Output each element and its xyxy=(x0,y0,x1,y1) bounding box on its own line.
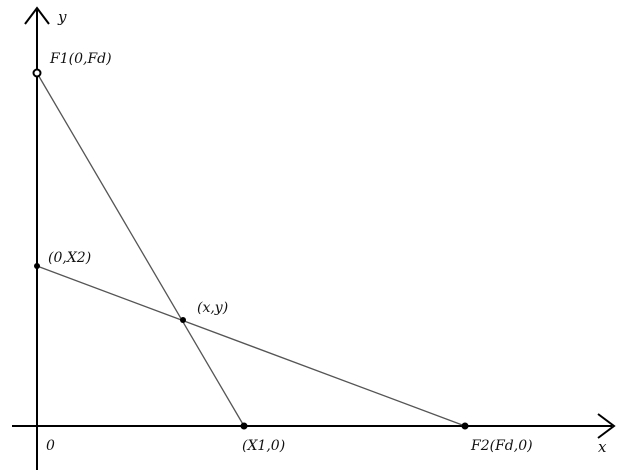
point-x2-label: (0,X2) xyxy=(48,250,91,266)
x-axis-arrowhead xyxy=(597,413,616,439)
y-axis xyxy=(24,6,50,470)
x-axis-label: x xyxy=(598,438,607,456)
y-axis-arrowhead xyxy=(24,6,50,25)
x-axis xyxy=(12,413,616,439)
line-x2-f2 xyxy=(36,265,466,427)
y-axis-label: y xyxy=(57,8,67,26)
point-intersection xyxy=(180,317,186,323)
point-f2-label: F2(Fd,0) xyxy=(470,438,533,454)
point-x2 xyxy=(34,263,40,269)
line-f1-x1 xyxy=(36,72,245,427)
point-x1-label: (X1,0) xyxy=(242,438,285,454)
point-intersection-label: (x,y) xyxy=(197,300,228,316)
point-x1 xyxy=(240,422,248,430)
point-f1 xyxy=(32,68,42,78)
point-f2 xyxy=(461,422,469,430)
point-f1-label: F1(0,Fd) xyxy=(49,51,112,67)
origin-label: 0 xyxy=(46,438,55,454)
